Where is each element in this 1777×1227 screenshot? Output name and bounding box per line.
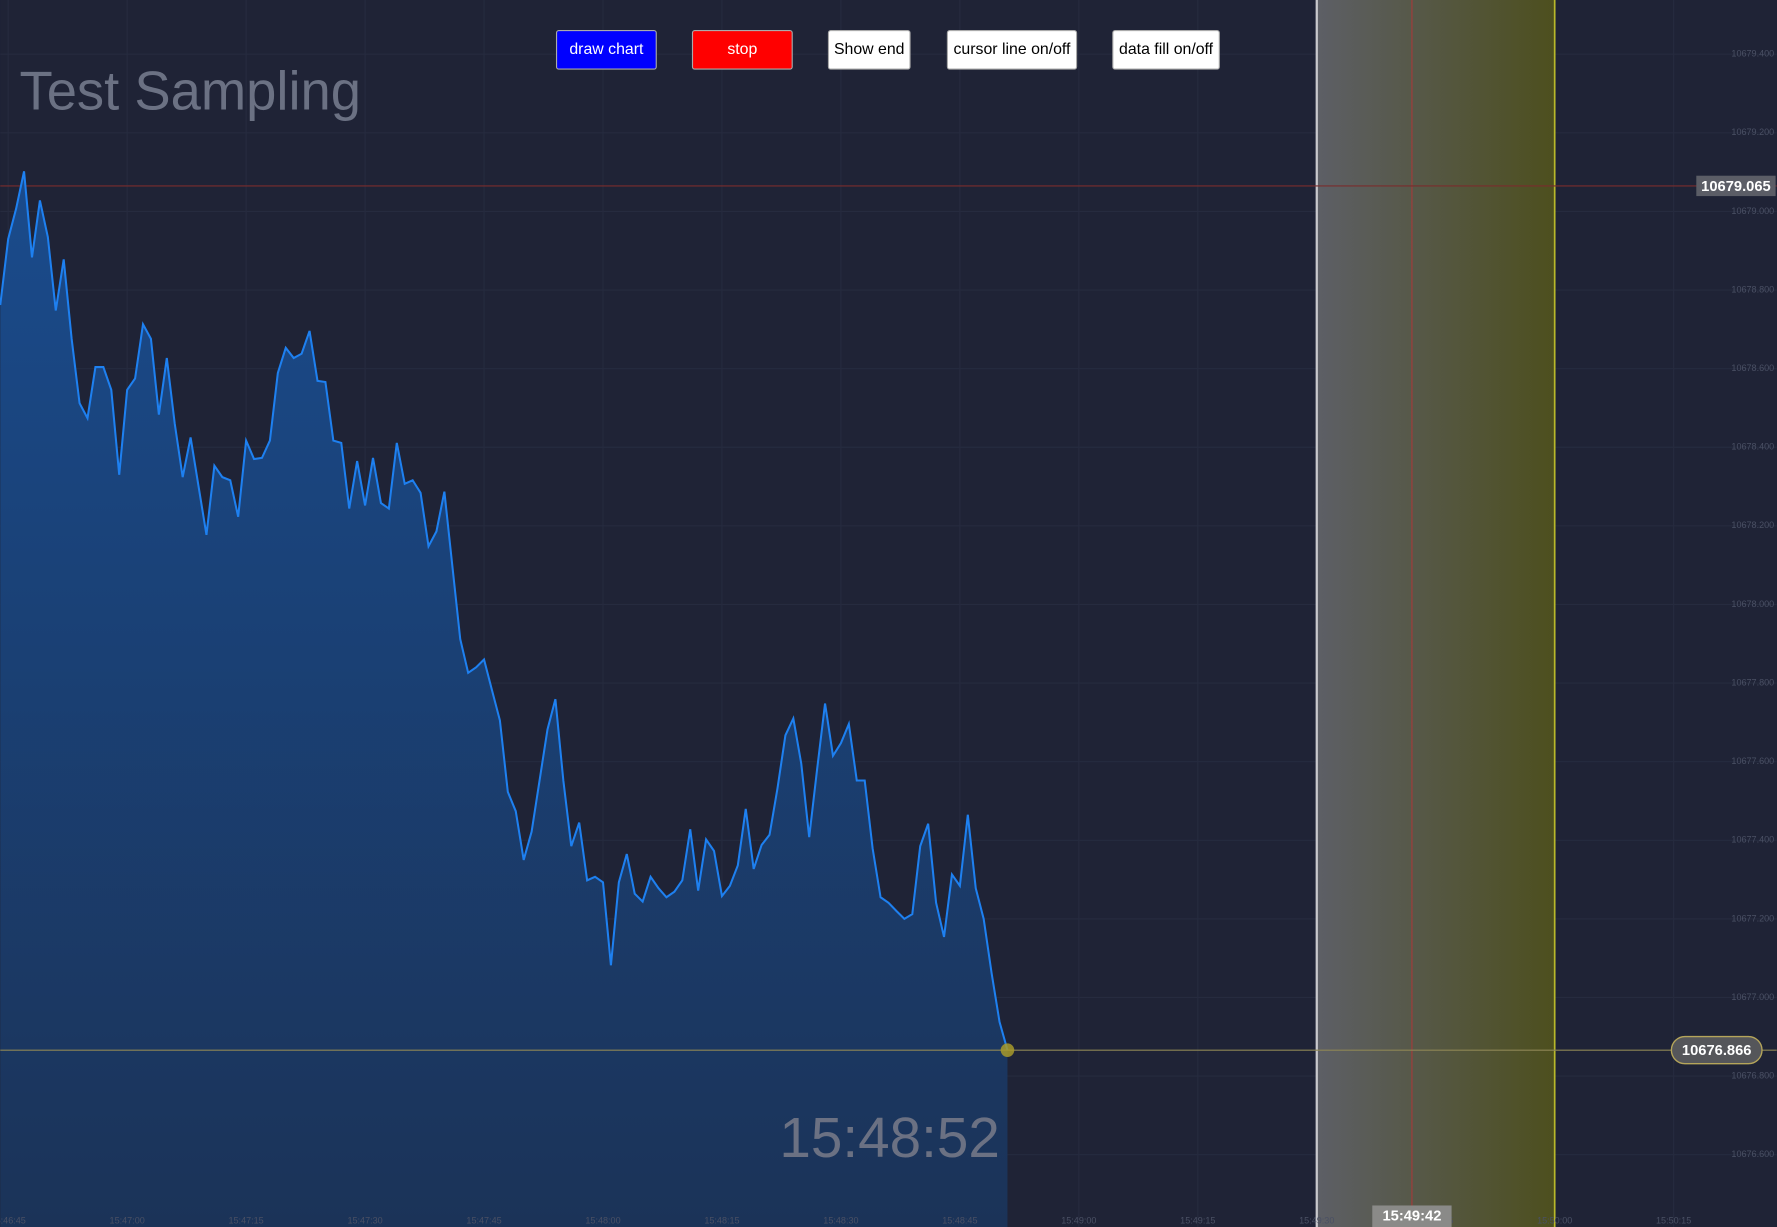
button[interactable]: Show end [827,30,911,70]
x-tick-label: 15:48:30 [823,1216,858,1226]
x-tick-label: 15:48:00 [585,1216,620,1226]
last-point [1000,1043,1015,1057]
x-tick-label: 15:47:30 [347,1216,382,1226]
y-tick-label: 10677.000 [1731,992,1774,1002]
button-bg[interactable] [1112,30,1220,70]
chart-title: Test Sampling [20,61,362,122]
highlight-band [1316,0,1555,1227]
button-label[interactable]: cursor line on/off [954,41,1072,58]
button-bg[interactable] [827,30,911,70]
cursor-label: 15:49:42 [1382,1209,1441,1225]
y-tick-label: 10677.400 [1731,835,1774,845]
button-label[interactable]: stop [727,41,757,58]
area [0,171,1008,1227]
highlight [1315,0,1556,1227]
x-tick-label: 15:46:45 [0,1216,26,1226]
price-label: 10679.065 [1701,179,1771,195]
y-tick-label: 10677.600 [1731,756,1774,766]
labels: 10676.600 10676.800 10677.000 10677.200 1067… [0,49,1776,1227]
x-tick-label: 15:48:15 [704,1216,739,1226]
price-badge [1696,175,1776,197]
x-tick-label: 15:47:15 [229,1216,264,1226]
x-tick-label: 15:47:45 [466,1216,501,1226]
y-tick-label: 10677.200 [1731,913,1774,923]
y-tick-label: 10679.400 [1731,49,1774,59]
x-tick-label: 15:49:30 [1299,1216,1334,1226]
clock: 15:48:52 [779,1107,999,1170]
y-tick-label: 10678.000 [1731,599,1774,609]
button-bg[interactable] [555,30,657,70]
line [0,171,1009,1051]
y-tick-label: 10678.800 [1731,284,1774,294]
series [0,171,1777,1227]
x-tick-label: 15:49:15 [1180,1216,1215,1226]
button-bg[interactable] [946,30,1078,70]
button-label[interactable]: data fill on/off [1119,41,1214,58]
y-tick-label: 10679.200 [1731,127,1774,137]
cursor-badge [1372,1205,1452,1227]
button-label[interactable]: Show end [834,41,905,58]
button[interactable]: cursor line on/off [946,30,1078,70]
y-tick-label: 10678.200 [1731,520,1774,530]
button-bg[interactable] [691,30,793,70]
y-tick-label: 10676.600 [1731,1149,1774,1159]
button[interactable]: stop [691,30,793,70]
y-tick-label: 10678.600 [1731,363,1774,373]
x-tick-label: 15:48:45 [942,1216,977,1226]
x-tick-label: 15:49:00 [1061,1216,1096,1226]
y-tick-label: 10679.000 [1731,206,1774,216]
button[interactable]: draw chart [555,30,657,70]
x-tick-label: 15:47:00 [110,1216,145,1226]
x-tick-label: 15:50:00 [1537,1216,1572,1226]
last-value-label: 10676.866 [1682,1043,1752,1059]
button-label[interactable]: draw chart [569,41,644,58]
value-badge [1670,1035,1763,1065]
y-tick-label: 10677.800 [1731,677,1774,687]
y-tick-label: 10676.800 [1731,1070,1774,1080]
button[interactable]: data fill on/off [1112,30,1220,70]
y-tick-label: 10678.400 [1731,442,1774,452]
x-tick-label: 15:50:15 [1656,1216,1691,1226]
